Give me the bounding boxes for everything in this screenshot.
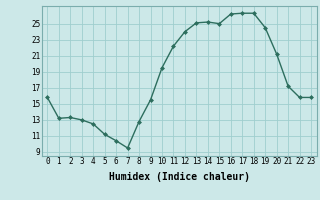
X-axis label: Humidex (Indice chaleur): Humidex (Indice chaleur): [109, 172, 250, 182]
